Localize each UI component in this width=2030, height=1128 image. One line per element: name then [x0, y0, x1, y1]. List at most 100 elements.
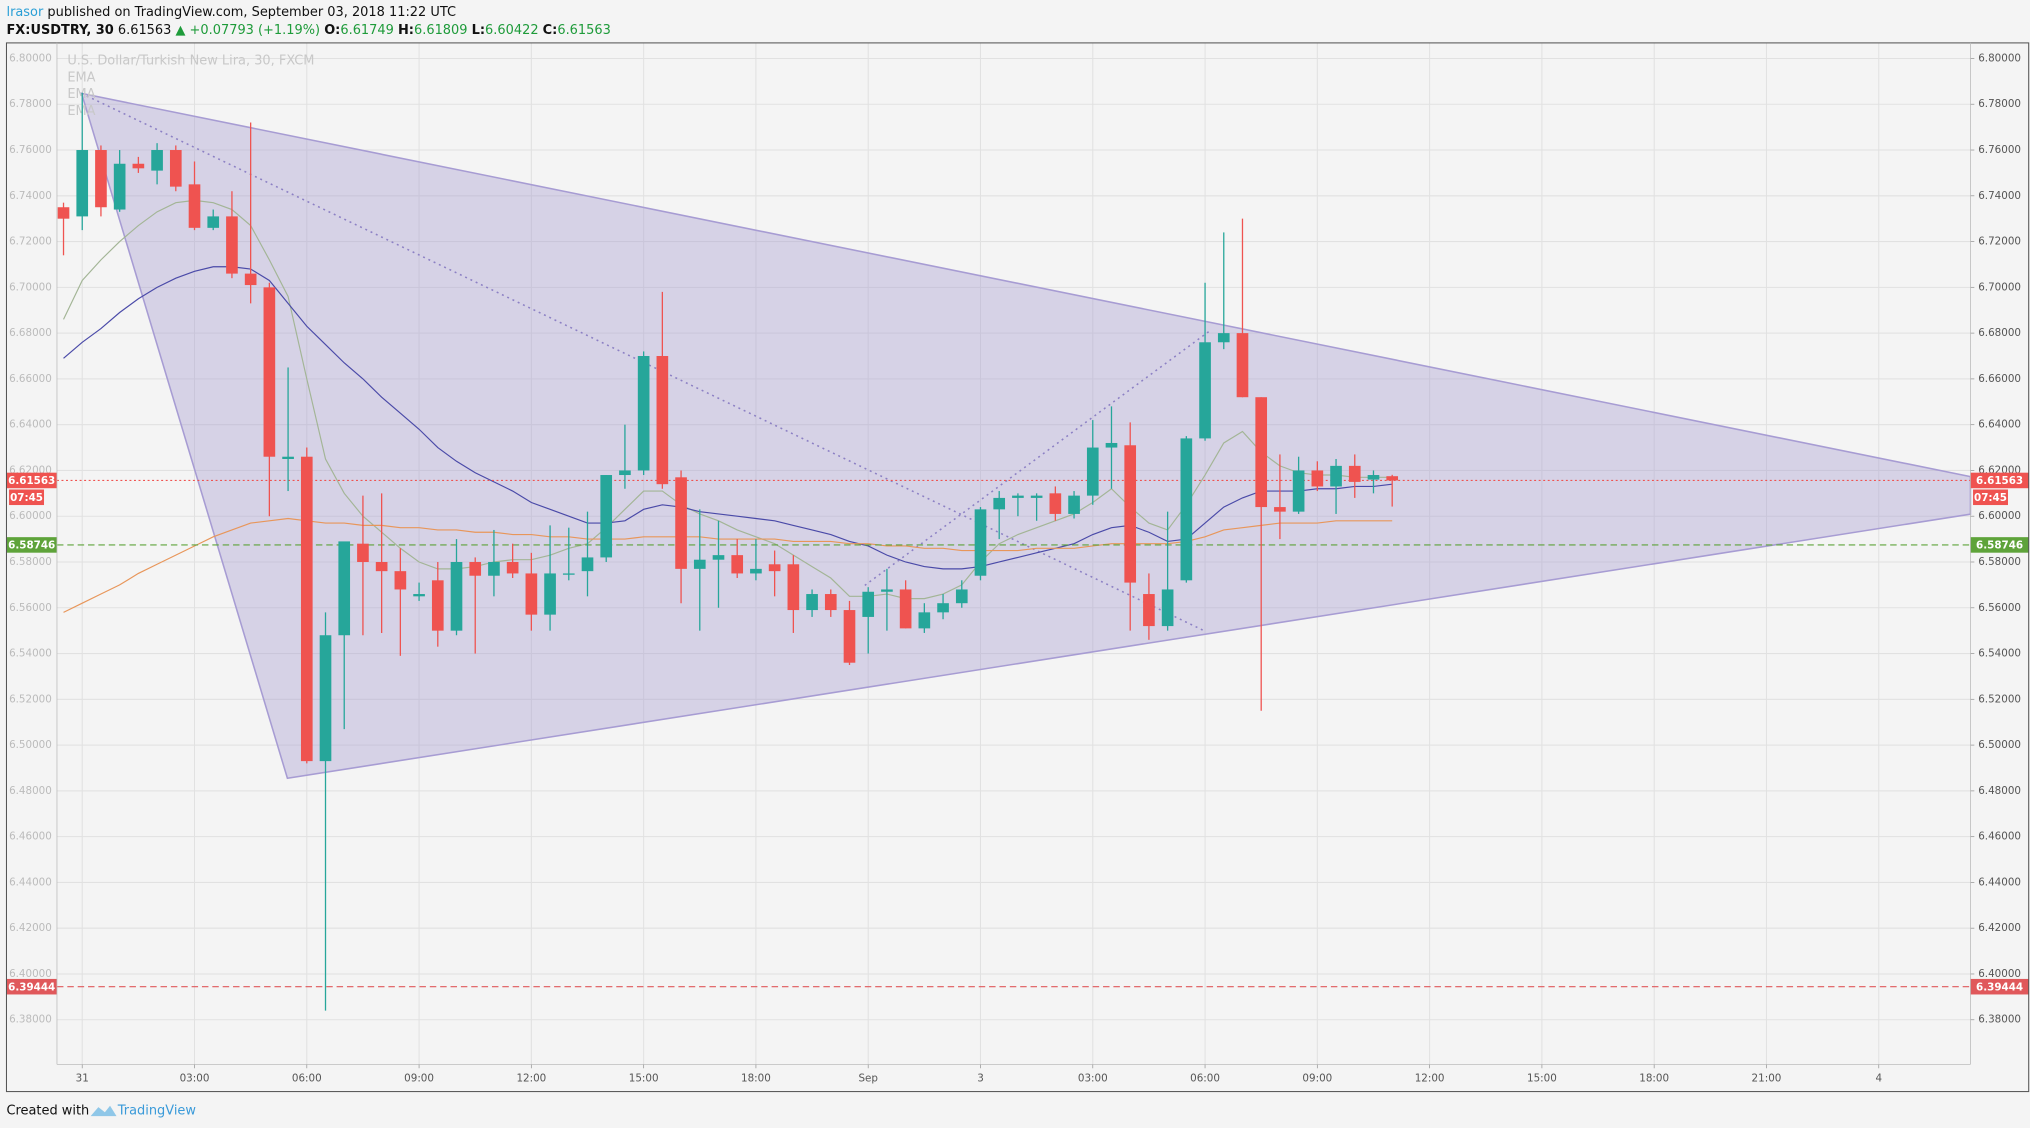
candle-body [787, 564, 800, 611]
price-tag [6, 978, 57, 995]
trend-line [81, 92, 1205, 632]
x-tick-label: 3 [977, 1073, 984, 1085]
y-tick-label-left: 6.66000 [9, 373, 52, 385]
candle-body [824, 594, 837, 611]
y-tick-label-left: 6.50000 [9, 739, 52, 751]
x-tick-label: 03:00 [180, 1073, 210, 1085]
candle-body [132, 163, 145, 169]
y-tick-label: 6.44000 [1978, 876, 2021, 888]
candle-body [562, 573, 575, 575]
legend-entry: EMA [67, 70, 95, 85]
candle-body [188, 184, 201, 228]
candle-body [1068, 495, 1080, 514]
candle-body [151, 150, 163, 171]
candle-body [1086, 447, 1099, 496]
candle-body [731, 555, 744, 574]
footer-created: Created with [6, 1103, 89, 1118]
candle-body [300, 456, 313, 762]
brand-logo [90, 1105, 117, 1117]
price-tag-label: 6.39444 [8, 981, 55, 993]
y-tick-label: 6.76000 [1978, 144, 2021, 156]
ema-line [62, 199, 1393, 600]
candle-body [693, 559, 706, 569]
x-tick-label: 09:00 [1302, 1073, 1332, 1085]
candle-body [76, 150, 89, 217]
x-tick-label: 12:00 [1415, 1073, 1445, 1085]
y-tick-label: 6.40000 [1978, 968, 2021, 980]
candle-body [1236, 333, 1249, 398]
y-tick-label: 6.68000 [1978, 327, 2021, 339]
price-tag [1970, 978, 2029, 995]
candle-body [1199, 342, 1211, 439]
candle-body [768, 564, 781, 572]
price-tag-label: 6.39444 [1976, 981, 2023, 993]
x-tick-label: 06:00 [292, 1073, 322, 1085]
x-tick-label: 03:00 [1078, 1073, 1108, 1085]
y-tick-label-left: 6.78000 [9, 98, 52, 110]
y-tick-label-left: 6.54000 [9, 648, 52, 660]
ema-line [63, 266, 1393, 570]
candle-body [637, 356, 650, 471]
trend-line [864, 329, 1211, 586]
candle-body [750, 568, 762, 574]
x-tick-label: 12:00 [516, 1073, 546, 1085]
symbol: FX:USDTRY, 30 [6, 22, 113, 37]
candle-body [619, 470, 631, 476]
candle-body [1386, 476, 1399, 481]
candle-body [1348, 465, 1361, 482]
y-tick-label: 6.42000 [1978, 922, 2021, 934]
y-tick-label-left: 6.46000 [9, 831, 52, 843]
candle-body [282, 456, 294, 460]
candle-body [394, 571, 407, 590]
ohlc-key: H: [398, 22, 414, 37]
candle-body [600, 475, 613, 558]
y-tick-label-left: 6.74000 [9, 190, 52, 202]
legend-entry: EMA [67, 104, 95, 119]
candle-body [843, 610, 856, 663]
candle-body [1274, 507, 1286, 512]
candle-body [806, 594, 818, 611]
candle-body [469, 561, 482, 576]
price-tag [1970, 472, 2029, 489]
candle-body [862, 591, 875, 617]
candle-body [95, 150, 107, 208]
candle-body [488, 561, 500, 576]
candle-body [413, 594, 425, 597]
x-tick-label: 18:00 [741, 1073, 771, 1085]
x-tick-label: 31 [76, 1073, 89, 1085]
y-tick-label: 6.74000 [1978, 190, 2021, 202]
y-tick-label-left: 6.44000 [9, 876, 52, 888]
x-tick-label: 09:00 [404, 1073, 434, 1085]
ohlc-key: C: [543, 22, 558, 37]
price-tag [6, 472, 57, 489]
candle-body [431, 580, 444, 631]
candle-body [338, 541, 351, 636]
y-tick-label: 6.52000 [1978, 693, 2021, 705]
y-tick-label: 6.78000 [1978, 98, 2021, 110]
y-tick-label: 6.72000 [1978, 236, 2021, 248]
y-tick-label-left: 6.56000 [9, 602, 52, 614]
candle-body [581, 557, 594, 572]
candle-body [244, 273, 257, 286]
change: ▲ +0.07793 (+1.19%) [176, 22, 321, 37]
x-tick-label: 18:00 [1639, 1073, 1669, 1085]
y-tick-label: 6.58000 [1978, 556, 2021, 568]
symbol-line: FX:USDTRY, 30 6.61563 ▲ +0.07793 (+1.19%… [6, 22, 610, 37]
x-tick-label: 15:00 [629, 1073, 659, 1085]
x-tick-label: 4 [1875, 1073, 1882, 1085]
y-tick-label: 6.66000 [1978, 373, 2021, 385]
price-tag [1970, 537, 2029, 553]
y-tick-label-left: 6.40000 [9, 968, 52, 980]
candle-body [1124, 445, 1137, 583]
price-tag-label: 6.58746 [1976, 540, 2023, 552]
price-tag-label: 6.61563 [1976, 475, 2023, 487]
x-tick-label: 06:00 [1190, 1073, 1220, 1085]
y-tick-label-left: 6.60000 [9, 510, 52, 522]
y-tick-label: 6.80000 [1978, 52, 2021, 64]
y-tick-label: 6.64000 [1978, 419, 2021, 431]
y-tick-label-left: 6.58000 [9, 556, 52, 568]
candle-body [113, 163, 126, 210]
candle-body [974, 509, 987, 576]
y-tick-label-left: 6.42000 [9, 922, 52, 934]
candle-body [1311, 470, 1324, 487]
